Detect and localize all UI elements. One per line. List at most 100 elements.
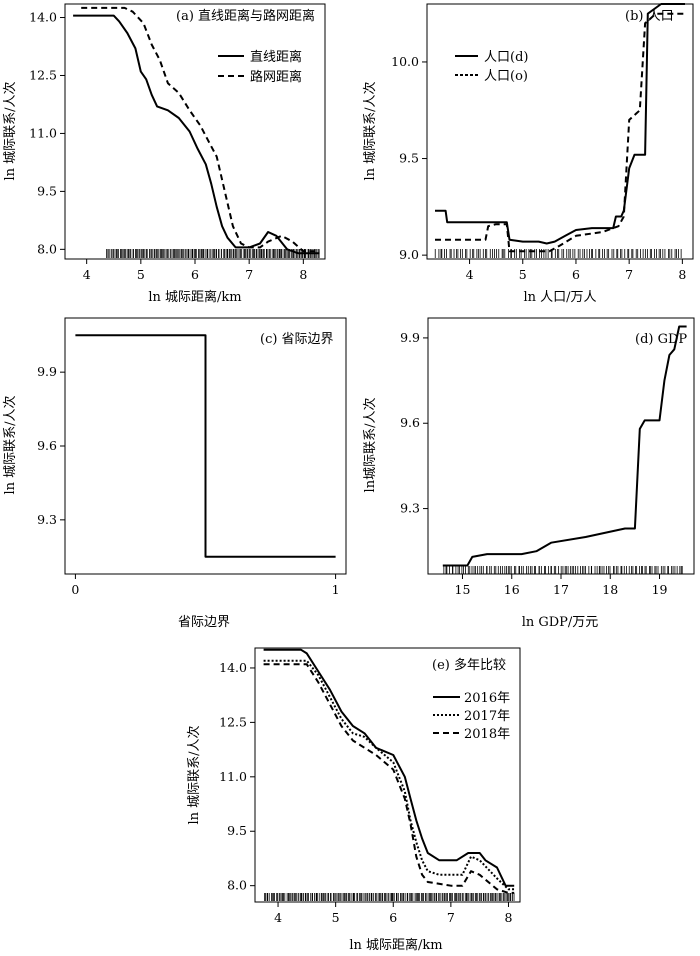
x-tick-label: 6 (572, 267, 580, 282)
y-tick-label: 8.0 (227, 878, 247, 893)
y-tick-label: 10.0 (391, 54, 419, 69)
y-tick-label: 9.6 (400, 415, 420, 430)
panel-a-plot-frame (64, 3, 326, 260)
panel-b-legend: 人口(d) 人口(o) (455, 50, 528, 84)
panel-b-xlabel: ln 人口/万人 (523, 290, 596, 305)
legend-label-2017: 2017年 (464, 709, 510, 724)
panel-e-series (263, 648, 515, 894)
x-tick-label: 4 (274, 910, 282, 925)
panel-b-series (435, 3, 685, 253)
panel-d-plot-frame (427, 317, 695, 575)
panel-e-legend: 2016年 2017年 2018年 (433, 691, 510, 742)
x-tick-label: 18 (602, 582, 618, 597)
panel-e-y-ticks: 8.0 9.5 11.0 12.5 14.0 (219, 660, 255, 893)
panel-e-xlabel: ln 城际距离/km (349, 937, 442, 953)
panel-b: (b) 人口 ln 人口/万人 ln 城际联系/人次 4 5 6 7 8 9.0 9.5 1… (362, 3, 694, 305)
series-line-1 (442, 325, 687, 567)
x-tick-label: 4 (83, 267, 91, 282)
legend-label-2016: 2016年 (464, 691, 510, 706)
legend-label-luwang: 路网距离 (250, 69, 302, 85)
y-tick-label: 9.3 (400, 501, 420, 516)
panel-a-x-ticks: 4 5 6 7 8 (83, 259, 307, 282)
y-tick-label: 9.5 (37, 183, 57, 198)
panel-d-x-ticks: 15 16 17 18 19 (455, 574, 668, 597)
panel-e-title: (e) 多年比较 (432, 657, 506, 673)
series-line-3 (263, 663, 515, 894)
y-tick-label: 12.5 (29, 67, 57, 82)
panel-b-ylabel: ln 城际联系/人次 (362, 81, 378, 180)
panel-a-legend: 直线距离 路网距离 (218, 49, 302, 85)
panel-e-rug (264, 893, 515, 901)
series-line-1 (263, 648, 515, 887)
y-tick-label: 9.5 (399, 151, 419, 166)
y-tick-label: 8.0 (37, 241, 57, 256)
x-tick-label: 1 (332, 582, 340, 597)
panel-b-x-ticks: 4 5 6 7 8 (466, 259, 686, 282)
x-tick-label: 0 (71, 582, 79, 597)
panel-c-ylabel: ln 城际联系/人次 (2, 395, 18, 494)
panel-d-y-ticks: 9.3 9.6 9.9 (400, 330, 428, 516)
panel-d: (d) GDP ln GDP/万元 ln城际联系/人次 15 16 17 18 19 9… (362, 317, 695, 630)
y-tick-label: 11.0 (219, 769, 247, 784)
panel-e-ylabel: ln 城际联系/人次 (186, 725, 202, 824)
x-tick-label: 8 (678, 267, 686, 282)
panel-d-series (442, 325, 687, 567)
panel-b-title: (b) 人口 (625, 9, 674, 24)
y-tick-label: 14.0 (219, 660, 247, 675)
x-tick-label: 19 (652, 582, 668, 597)
x-tick-label: 6 (191, 267, 199, 282)
panel-d-ylabel: ln城际联系/人次 (362, 398, 378, 493)
panel-e-plot-frame (254, 647, 521, 903)
y-tick-label: 14.0 (29, 10, 57, 25)
y-tick-label: 9.5 (227, 823, 247, 838)
y-tick-label: 9.0 (399, 247, 419, 262)
panel-c-xlabel: 省际边界 (178, 615, 230, 630)
y-tick-label: 9.9 (37, 364, 57, 379)
x-tick-label: 5 (137, 267, 145, 282)
panel-a-title: (a) 直线距离与路网距离 (176, 8, 315, 24)
legend-label-2018: 2018年 (464, 727, 510, 742)
panel-e: (e) 多年比较 ln 城际距离/km ln 城际联系/人次 4 5 6 7 8 8.0… (186, 647, 521, 953)
panel-b-y-ticks: 9.0 9.5 10.0 (391, 54, 427, 262)
x-tick-label: 5 (519, 267, 527, 282)
panel-d-title: (d) GDP (635, 332, 687, 347)
panel-c-title: (c) 省际边界 (260, 332, 334, 347)
y-tick-label: 9.9 (400, 330, 420, 345)
x-tick-label: 5 (332, 910, 340, 925)
panel-d-xlabel: ln GDP/万元 (522, 615, 599, 630)
series-line-2 (81, 6, 320, 253)
panel-c-series (75, 334, 336, 558)
panel-b-rug (434, 249, 682, 258)
x-tick-label: 6 (389, 910, 397, 925)
y-tick-label: 9.6 (37, 438, 57, 453)
y-tick-label: 11.0 (29, 125, 57, 140)
panel-a-series (73, 6, 320, 255)
x-tick-label: 16 (504, 582, 520, 597)
y-tick-label: 12.5 (219, 714, 247, 729)
legend-label-renkou-o: 人口(o) (484, 69, 528, 84)
panel-e-x-ticks: 4 5 6 7 8 (274, 902, 513, 925)
legend-label-zhixian: 直线距离 (250, 49, 302, 65)
x-tick-label: 7 (625, 267, 633, 282)
legend-label-renkou-d: 人口(d) (484, 50, 528, 65)
x-tick-label: 17 (553, 582, 569, 597)
x-tick-label: 7 (447, 910, 455, 925)
series-line-1 (435, 3, 685, 245)
series-line-2 (435, 12, 685, 253)
y-tick-label: 9.3 (37, 512, 57, 527)
x-tick-label: 4 (466, 267, 474, 282)
x-tick-label: 7 (245, 267, 253, 282)
panel-a-y-ticks: 8.0 9.5 11.0 12.5 14.0 (29, 10, 65, 256)
series-line-1 (75, 334, 336, 558)
x-tick-label: 15 (455, 582, 471, 597)
panel-d-rug (443, 566, 683, 574)
panel-c-y-ticks: 9.3 9.6 9.9 (37, 364, 65, 527)
series-line-1 (73, 14, 320, 255)
panel-b-plot-frame (426, 3, 694, 260)
x-tick-label: 8 (505, 910, 513, 925)
x-tick-label: 8 (299, 267, 307, 282)
panel-a-xlabel: ln 城际距离/km (148, 289, 241, 305)
